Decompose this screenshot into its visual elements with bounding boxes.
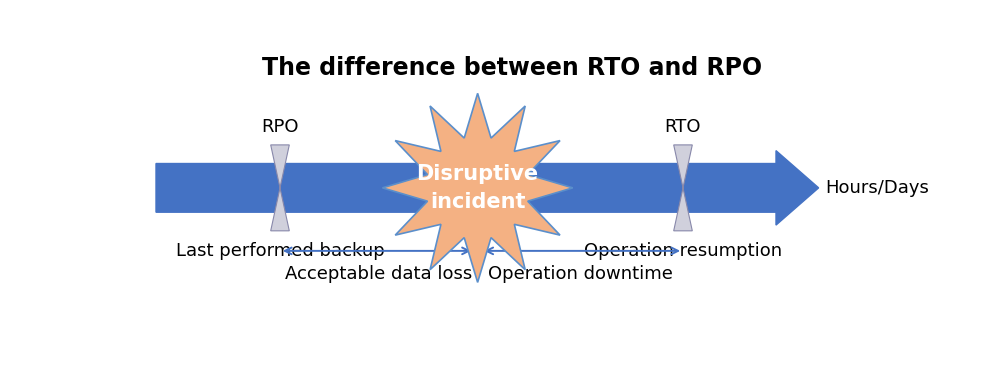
Text: Last performed backup: Last performed backup bbox=[176, 242, 384, 260]
Polygon shape bbox=[156, 151, 819, 225]
Polygon shape bbox=[271, 145, 289, 231]
Text: The difference between RTO and RPO: The difference between RTO and RPO bbox=[262, 56, 763, 80]
Text: RTO: RTO bbox=[665, 118, 701, 136]
Text: Operation resumption: Operation resumption bbox=[584, 242, 782, 260]
Text: Hours/Days: Hours/Days bbox=[825, 179, 929, 197]
Polygon shape bbox=[382, 93, 573, 282]
Text: Acceptable data loss: Acceptable data loss bbox=[285, 265, 472, 283]
Text: Disruptive
incident: Disruptive incident bbox=[417, 164, 539, 212]
Text: Operation downtime: Operation downtime bbox=[488, 265, 673, 283]
Text: RPO: RPO bbox=[261, 118, 299, 136]
Polygon shape bbox=[674, 145, 692, 231]
